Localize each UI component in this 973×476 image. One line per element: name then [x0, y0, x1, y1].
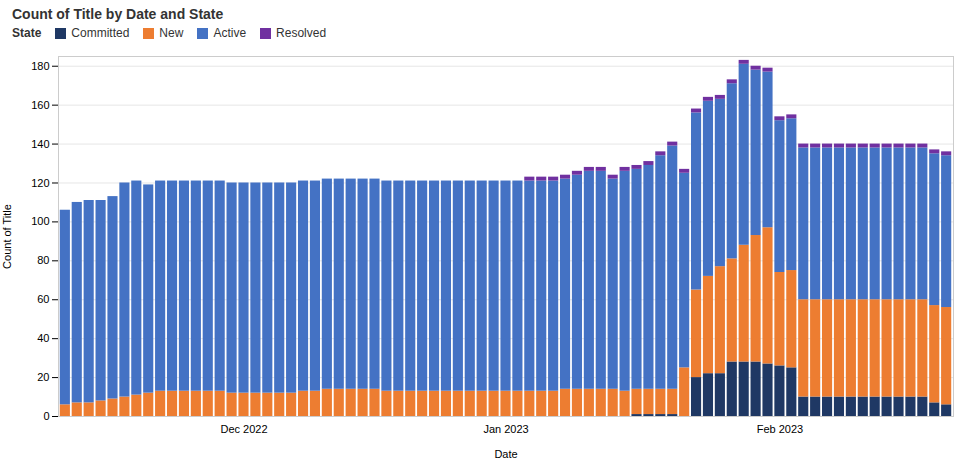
- html-text:Active: Active: [213, 26, 247, 40]
- svg-text:Jan 2023: Jan 2023: [483, 423, 528, 435]
- html-text:Count of Title by Date and Sta: Count of Title by Date and State: [12, 6, 224, 22]
- svg-text:20: 20: [37, 371, 49, 383]
- svg-text:160: 160: [31, 99, 49, 111]
- svg-text:0: 0: [43, 410, 49, 422]
- svg-text:140: 140: [31, 138, 49, 150]
- svg-text:Count of Title: Count of Title: [1, 204, 13, 269]
- svg-text:60: 60: [37, 293, 49, 305]
- svg-text:Date: Date: [494, 448, 517, 460]
- svg-text:180: 180: [31, 60, 49, 72]
- svg-text:40: 40: [37, 332, 49, 344]
- html-text:Committed: Committed: [71, 26, 130, 40]
- html-text:Resolved: Resolved: [276, 26, 327, 40]
- html-text:New: New: [159, 26, 184, 40]
- svg-text:Feb 2023: Feb 2023: [757, 423, 803, 435]
- svg-text:Dec 2022: Dec 2022: [220, 423, 267, 435]
- svg-text:120: 120: [31, 177, 49, 189]
- html-text:State: State: [12, 26, 42, 40]
- svg-text:80: 80: [37, 254, 49, 266]
- svg-text:100: 100: [31, 215, 49, 227]
